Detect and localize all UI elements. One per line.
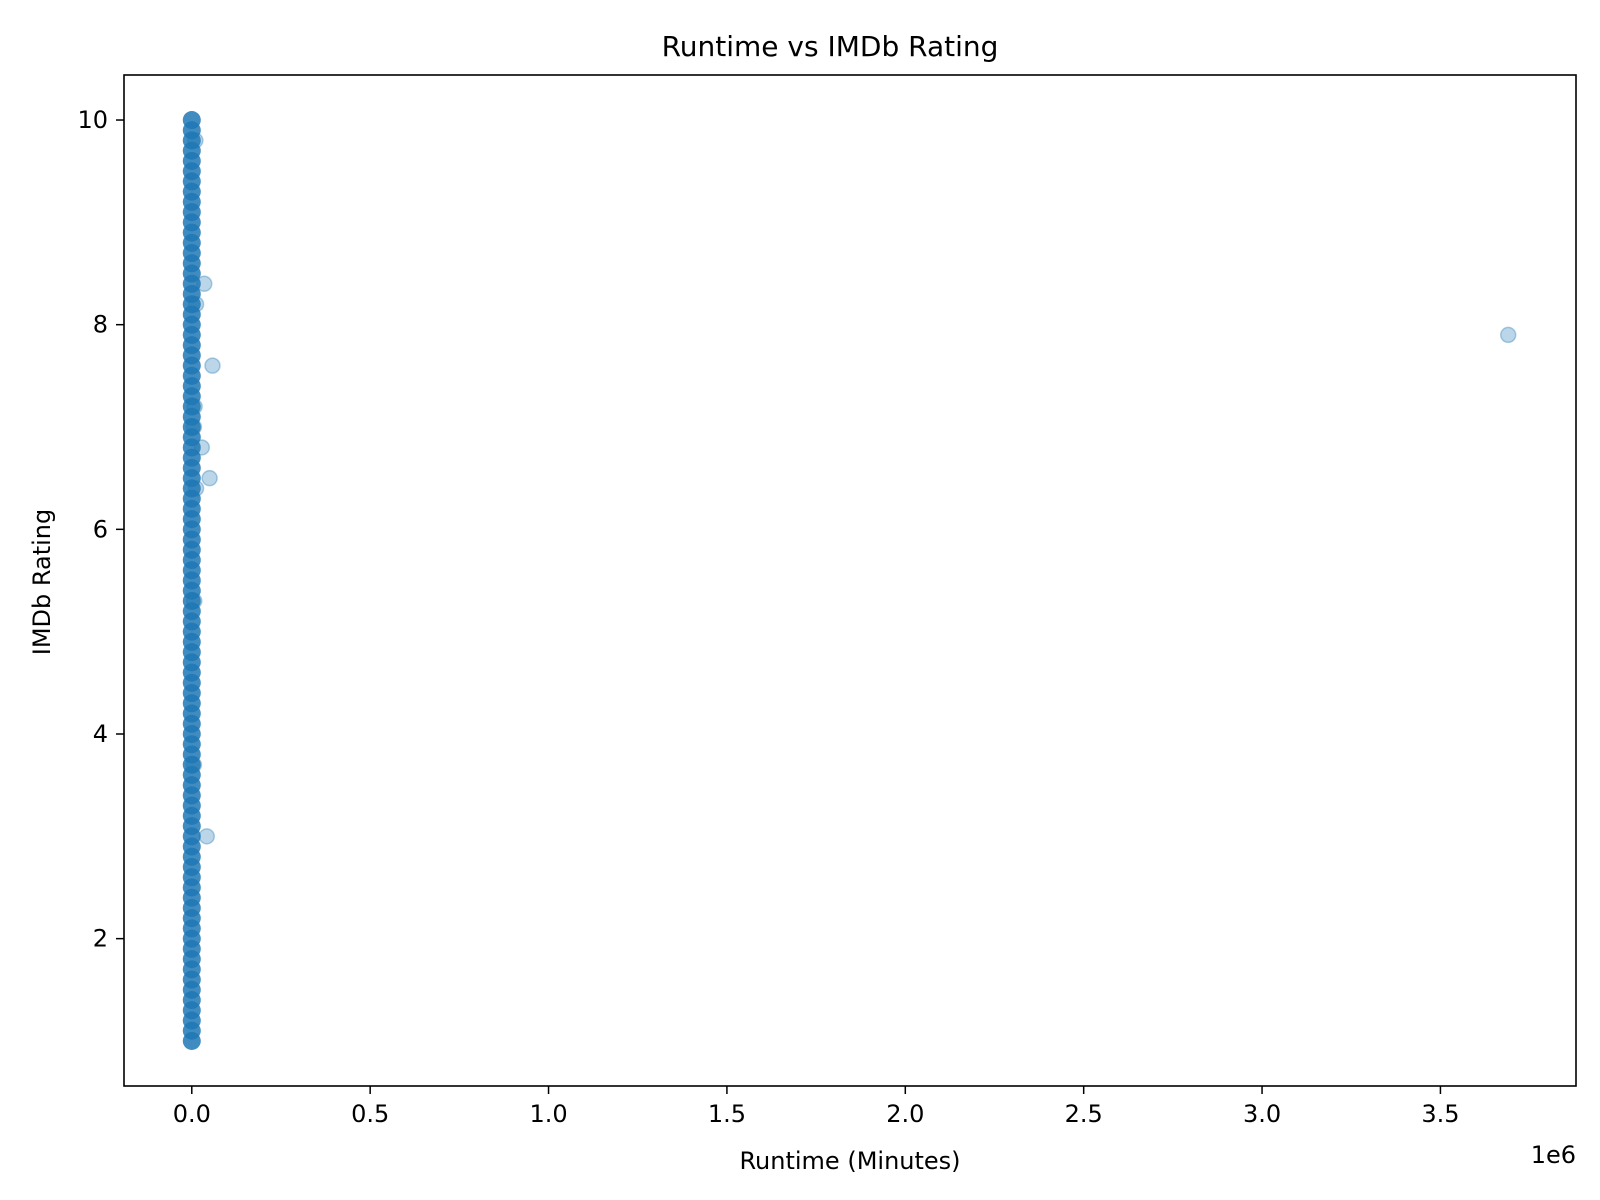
data-point xyxy=(187,132,204,149)
x-tick-label: 3.0 xyxy=(1243,1100,1281,1128)
points-layer xyxy=(182,111,1517,1050)
data-point xyxy=(1499,326,1517,344)
x-tick-label: 1.5 xyxy=(708,1100,746,1128)
data-point xyxy=(201,469,218,487)
y-tick-label: 2 xyxy=(93,925,108,953)
data-point xyxy=(187,295,205,313)
x-tick-label: 3.5 xyxy=(1421,1100,1459,1128)
data-point xyxy=(198,828,216,845)
x-tick-label: 2.5 xyxy=(1065,1100,1103,1128)
data-point xyxy=(193,439,211,456)
ticks-layer: 0.0 0.5 1.0 1.5 2.0 2.5 3.0 3.5 2 4 6 8 10 xyxy=(77,106,1459,1128)
x-tick-label: 2.0 xyxy=(886,1100,924,1128)
x-axis-offset-label: 1e6 xyxy=(1531,1141,1576,1169)
data-point xyxy=(185,418,203,436)
y-tick-label: 8 xyxy=(93,311,108,339)
data-point xyxy=(186,592,203,610)
plot-area-frame xyxy=(123,74,1577,1087)
x-axis-label: Runtime (Minutes) xyxy=(739,1147,960,1175)
x-tick-label: 0.5 xyxy=(351,1100,389,1128)
data-point xyxy=(182,111,201,130)
y-tick-label: 10 xyxy=(77,106,108,134)
y-tick-label: 4 xyxy=(93,720,108,748)
data-point xyxy=(204,357,221,374)
data-point xyxy=(186,398,203,415)
data-point xyxy=(196,275,213,292)
y-tick-label: 6 xyxy=(93,515,108,543)
data-point xyxy=(185,756,203,773)
y-axis-label: IMDb Rating xyxy=(28,509,56,656)
x-tick-label: 1.0 xyxy=(529,1100,567,1128)
chart-title: Runtime vs IMDb Rating xyxy=(662,30,999,63)
data-point xyxy=(187,480,205,497)
x-tick-label: 0.0 xyxy=(173,1100,211,1128)
